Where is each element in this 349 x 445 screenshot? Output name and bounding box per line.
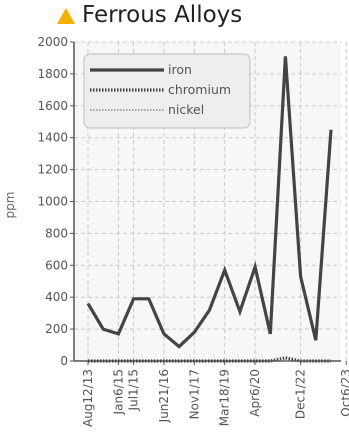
y-tick-label: 200 [45, 322, 68, 336]
y-tick-label: 1800 [37, 67, 68, 81]
x-tick-label: Mar18/19 [218, 369, 232, 426]
y-tick-labels: 0 200 400 600 800 1000 1200 1400 1600 1800 2000 [37, 35, 68, 368]
x-tick-labels: Aug12/13 Jan6/15 Jul1/15 Jun21/16 Nov1/17 Mar… [81, 369, 349, 427]
chart-title: Ferrous Alloys [82, 2, 243, 28]
series-lines [86, 56, 333, 363]
y-tick-label: 1400 [37, 131, 68, 145]
y-tick-label: 400 [45, 290, 68, 304]
x-tick-label: Jan6/15 [111, 369, 125, 415]
x-tick-label: Jul1/15 [127, 369, 141, 411]
x-tick-label: Apr6/20 [248, 369, 262, 417]
series-line-iron [86, 56, 333, 349]
y-tick-label: 2000 [37, 35, 68, 49]
legend-label-iron: iron [168, 62, 192, 77]
legend-label-chromium: chromium [168, 82, 231, 97]
y-tick-label: 1600 [37, 99, 68, 113]
legend-box [83, 53, 251, 129]
legend: iron chromium nickel [83, 53, 251, 129]
x-tick-label: Nov1/17 [187, 369, 201, 419]
y-axis-label: ppm [3, 192, 17, 219]
x-tick-label: Aug12/13 [81, 369, 95, 427]
x-tick-label: Jun21/16 [157, 369, 171, 423]
x-tick-label: Oct6/23 [339, 369, 349, 417]
legend-label-nickel: nickel [168, 102, 204, 117]
y-tick-label: 800 [45, 226, 68, 240]
series-line-chromium [88, 356, 331, 363]
y-tick-label: 1200 [37, 163, 68, 177]
y-tick-label: 1000 [37, 195, 68, 209]
chart-header: Ferrous Alloys [0, 0, 349, 40]
y-tick-label: 0 [60, 354, 68, 368]
y-tick-label: 600 [45, 258, 68, 272]
x-tick-label: Dec1/22 [294, 369, 308, 419]
warning-triangle-icon [57, 8, 75, 24]
